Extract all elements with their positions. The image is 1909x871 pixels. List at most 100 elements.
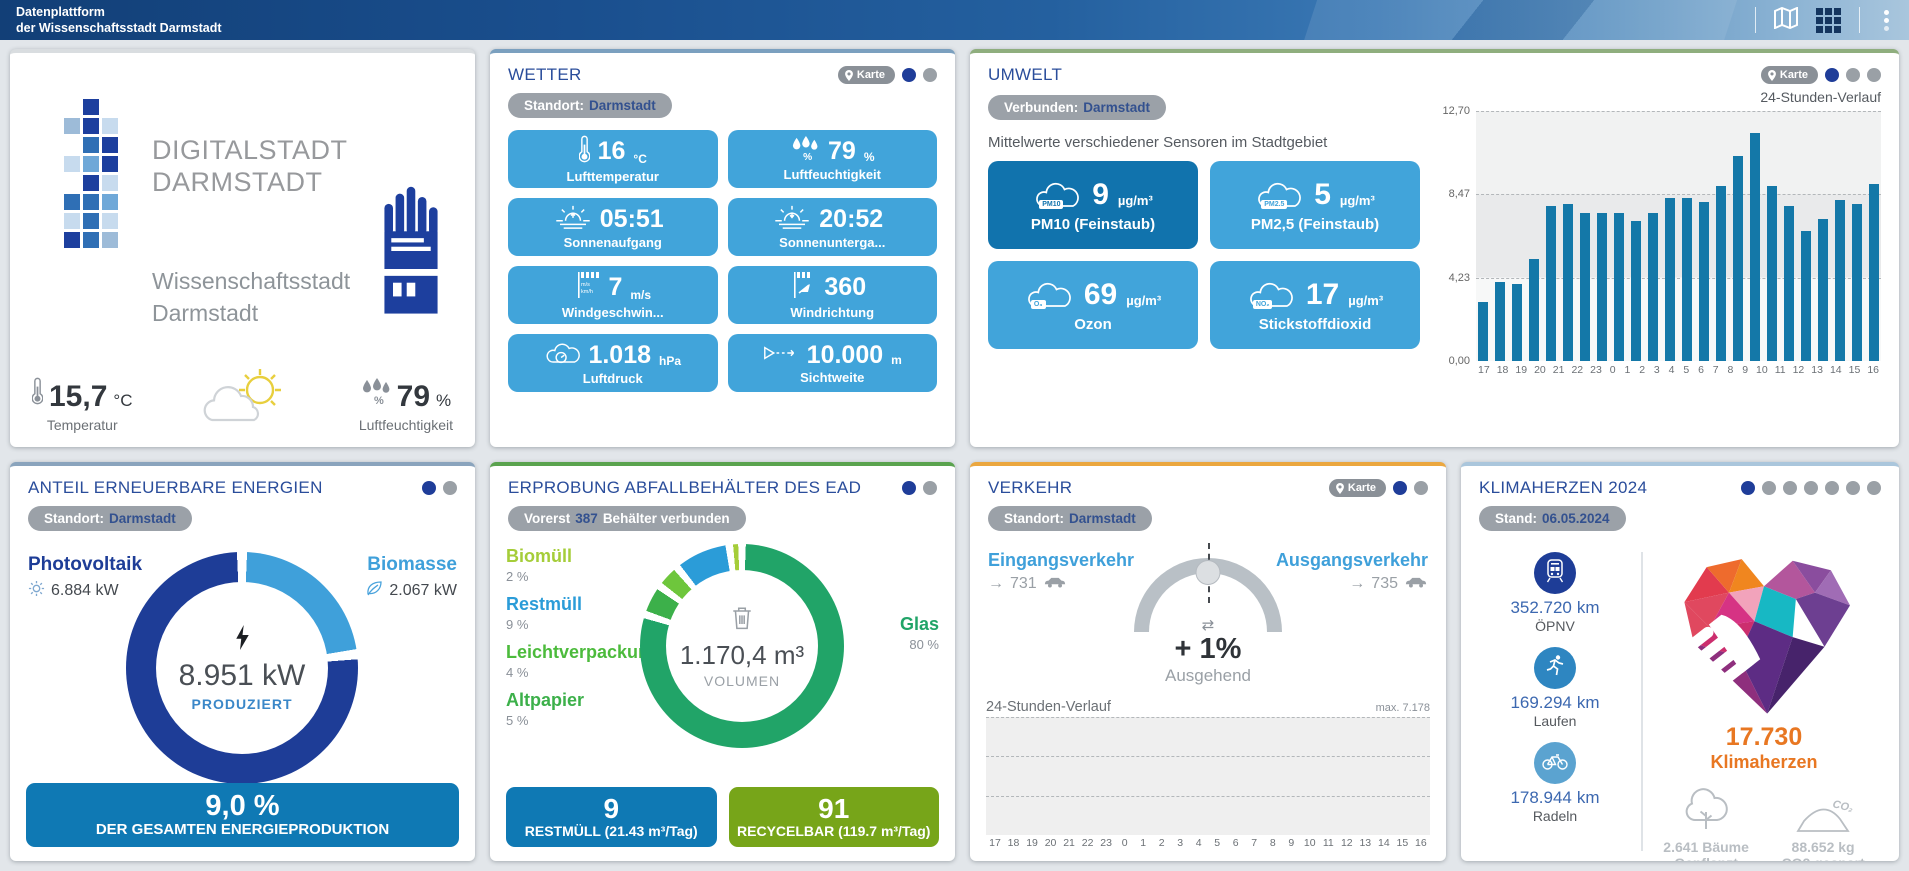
tree-icon (1663, 787, 1749, 835)
app-title: Datenplattform der Wissenschaftsstadt Da… (16, 4, 222, 37)
pressure-icon (544, 340, 581, 371)
trash-icon (730, 604, 754, 636)
sensor-pm10[interactable]: PM10 9 µg/m³ PM10 (Feinstaub) (988, 161, 1198, 249)
toolbar-divider (1755, 7, 1756, 33)
energie-standort-pill: Standort: Darmstadt (28, 506, 192, 531)
card-abfall: ERPROBUNG ABFALLBEHÄLTER DES EAD Vorerst… (490, 462, 955, 861)
verkehr-chart-title: 24-Stunden-Verlauf (986, 699, 1111, 715)
arrow-right-icon: → (1349, 575, 1366, 592)
klimaherzen-title: KLIMAHERZEN 2024 (1479, 478, 1648, 497)
page-dot[interactable] (923, 481, 937, 495)
sensor-stickstoffdioxid[interactable]: NO₂ 17 µg/m³ Stickstoffdioxid (1210, 261, 1420, 349)
bike-icon (1542, 752, 1568, 775)
page-dot[interactable] (1846, 68, 1860, 82)
sunset-icon (773, 204, 811, 235)
energie-share-button[interactable]: 9,0 % DER GESAMTEN ENERGIEPRODUKTION (26, 782, 459, 847)
map-icon[interactable] (1774, 5, 1798, 34)
branding-temperature: 15,7 °C Temperatur (31, 376, 132, 433)
brand-subtitle: Wissenschaftsstadt Darmstadt (152, 268, 351, 327)
stat-laufen: 169.294 km Laufen (1510, 647, 1600, 729)
umwelt-title: UMWELT (988, 65, 1063, 84)
umwelt-karte-button[interactable]: Karte (1760, 66, 1818, 84)
restmuell-button[interactable]: 9 RESTMÜLL (21.43 m³/Tag) (506, 786, 717, 847)
page-dot[interactable] (1867, 481, 1881, 495)
abfall-title: ERPROBUNG ABFALLBEHÄLTER DES EAD (508, 478, 862, 497)
verkehr-standort-pill: Standort: Darmstadt (988, 506, 1152, 531)
page-dot[interactable] (1804, 481, 1818, 495)
runner-icon (1544, 654, 1566, 683)
svg-text:CO₂: CO₂ (1831, 798, 1854, 815)
leaf-icon (365, 580, 383, 602)
umwelt-chart-yaxis: 12,70 8,47 4,23 0,00 (1442, 105, 1470, 367)
stat-radeln: 178.944 km Radeln (1510, 742, 1600, 824)
eingangsverkehr: Eingangsverkehr → 731 (988, 550, 1135, 593)
klimaherzen-count: 17.730 (1725, 723, 1803, 751)
tile-windrichtung[interactable]: 360 Windrichtung (727, 266, 937, 324)
digitalstadt-logo (64, 99, 118, 248)
material-restmuell: Restmüll 9 % (506, 594, 583, 632)
page-dot[interactable] (923, 68, 937, 82)
gauge-knob[interactable] (1195, 560, 1221, 585)
car-icon (1043, 575, 1067, 593)
svg-text:m/s: m/s (581, 282, 590, 288)
sensor-ozon[interactable]: O₃ 69 µg/m³ Ozon (988, 261, 1198, 349)
sensor-pm25[interactable]: PM2.5 5 µg/m³ PM2,5 (Feinstaub) (1210, 161, 1420, 249)
page-dot[interactable] (1846, 481, 1860, 495)
no2-cloud-icon: NO₂ (1247, 280, 1297, 310)
toolbar-divider (1859, 7, 1860, 33)
verkehr-title: VERKEHR (988, 478, 1073, 497)
page-dot[interactable] (902, 68, 916, 82)
wetter-karte-button[interactable]: Karte (837, 66, 895, 84)
tile-luftfeuchtigkeit[interactable]: % 79% Luftfeuchtigkeit (727, 130, 937, 188)
wind-speed-icon: m/s km/h (574, 270, 600, 305)
arrow-right-icon: → (988, 575, 1004, 592)
card-energie: ANTEIL ERNEUERBARE ENERGIEN Standort: Dar… (10, 462, 475, 861)
tile-sichtweite[interactable]: 10.000 m Sichtweite (727, 334, 937, 392)
app-title-line2: der Wissenschaftsstadt Darmstadt (16, 21, 222, 35)
umwelt-verbunden-pill: Verbunden: Darmstadt (988, 95, 1167, 120)
page-dot[interactable] (1783, 481, 1797, 495)
tile-luftdruck[interactable]: 1.018 hPa Luftdruck (508, 334, 718, 392)
klimaherzen-heart-graphic (1643, 548, 1885, 725)
energie-title: ANTEIL ERNEUERBARE ENERGIEN (28, 478, 323, 497)
page-dot[interactable] (1741, 481, 1755, 495)
tile-lufttemperatur[interactable]: 16 °C Lufttemperatur (508, 130, 718, 188)
more-menu-icon[interactable] (1878, 8, 1895, 33)
card-umwelt: UMWELT Karte Verbunden: Darmstadt Mi (970, 49, 1899, 447)
bolt-icon (235, 624, 250, 655)
map-pin-icon (1335, 482, 1344, 494)
wetter-tiles: 16 °C Lufttemperatur % 79% Luftfeuchtigke… (508, 130, 937, 392)
tile-sonnenuntergang[interactable]: 20:52 Sonnenunterga... (727, 198, 937, 256)
page-dot[interactable] (422, 481, 436, 495)
verkehr-chart: 24-Stunden-Verlauf max. 7.178 17 18 19 20 21… (986, 699, 1430, 849)
page-dot[interactable] (1414, 481, 1428, 495)
verkehr-chart-max: max. 7.178 (1375, 702, 1430, 714)
recycelbar-button[interactable]: 91 RECYCELBAR (119.7 m³/Tag) (728, 786, 939, 847)
page-dot[interactable] (1762, 481, 1776, 495)
page-dot[interactable] (1825, 481, 1839, 495)
ausgangsverkehr: Ausgangsverkehr → 735 (1275, 550, 1428, 592)
page-dot[interactable] (1825, 68, 1839, 82)
apps-grid-icon[interactable] (1816, 7, 1841, 33)
card-verkehr: VERKEHR Karte Standort: Darmstadt Eingang… (970, 462, 1446, 861)
energie-biomasse: Biomasse 2.067 kW (365, 554, 457, 602)
page-dot[interactable] (1393, 481, 1407, 495)
page-dot[interactable] (443, 481, 457, 495)
page-dot[interactable] (902, 481, 916, 495)
page-dot[interactable] (1867, 68, 1881, 82)
map-pin-icon (1767, 69, 1776, 81)
verkehr-karte-button[interactable]: Karte (1328, 479, 1386, 497)
humidity-icon: % (790, 136, 820, 167)
umwelt-chart-title: 24-Stunden-Verlauf (1760, 89, 1881, 105)
tile-sonnenaufgang[interactable]: 05:51 Sonnenaufgang (508, 198, 718, 256)
branding-humidity: % 79 % Luftfeuchtigkeit (358, 378, 453, 433)
train-icon (1545, 558, 1565, 588)
thermometer-icon (31, 376, 44, 411)
energie-photovoltaik: Photovoltaik 6.884 kW (28, 554, 142, 602)
tile-windgeschwindigkeit[interactable]: m/s km/h 7 m/s Windgeschwin... (508, 266, 718, 324)
ozon-cloud-icon: O₃ (1025, 280, 1075, 310)
top-bar: Datenplattform der Wissenschaftsstadt Da… (0, 0, 1909, 40)
extra-baeume: 2.641 Bäume Gepflanzt (1663, 787, 1749, 861)
wetter-standort-pill: Standort: Darmstadt (508, 93, 672, 118)
